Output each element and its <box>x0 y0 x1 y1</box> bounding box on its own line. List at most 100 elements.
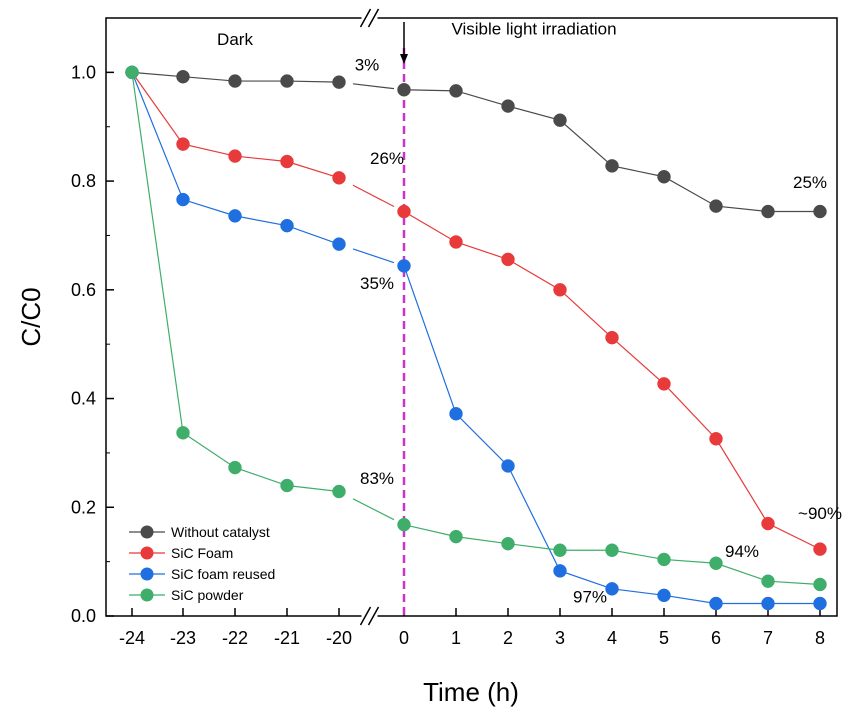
series-point-sic-powder <box>228 460 242 475</box>
x-tick-label: 4 <box>607 628 617 648</box>
series-point-sic-powder <box>605 543 619 557</box>
series-point-sic-powder <box>709 556 723 571</box>
series-point-without-catalyst <box>501 99 515 113</box>
series-point-sic-foam <box>657 377 671 391</box>
series-point-sic-foam <box>332 171 346 185</box>
series-point-sic-foam-reused <box>280 218 294 233</box>
series-point-sic-powder <box>761 574 775 588</box>
annotation-label: 35% <box>360 274 394 293</box>
series-point-sic-foam <box>709 432 723 446</box>
legend-label-sic-foam-reused: SiC foam reused <box>171 566 275 582</box>
legend-swatch-marker-sic-foam-reused <box>140 567 154 581</box>
series-point-sic-foam <box>176 137 190 151</box>
series-point-sic-foam-reused <box>657 588 671 603</box>
annotation-label: Visible light irradiation <box>451 19 616 38</box>
series-point-sic-powder <box>176 426 190 440</box>
series-point-sic-foam <box>813 542 827 556</box>
series-line-sic-powder <box>131 72 340 493</box>
series-point-without-catalyst <box>657 169 671 184</box>
series-connector-without-catalyst <box>352 83 395 90</box>
annotation-label: 3% <box>355 55 380 74</box>
y-tick-label: 0.8 <box>71 171 96 191</box>
axis-break-mark <box>367 8 380 28</box>
series-line-sic-foam <box>403 211 821 550</box>
x-tick-label: -20 <box>326 628 352 648</box>
series-point-sic-foam-reused <box>761 596 775 611</box>
series-line-without-catalyst <box>403 89 820 213</box>
axis-break-mark <box>359 606 372 626</box>
series-point-sic-powder <box>449 529 463 544</box>
plot-frame <box>105 17 838 617</box>
series-point-without-catalyst <box>813 204 827 219</box>
series-point-sic-foam-reused <box>553 564 567 578</box>
series-point-without-catalyst <box>332 75 346 89</box>
series-point-without-catalyst <box>709 199 723 213</box>
series-point-sic-powder <box>657 552 671 567</box>
series-point-sic-foam-reused <box>332 237 346 251</box>
series-point-sic-foam-reused <box>813 596 827 611</box>
series-point-sic-foam-reused <box>605 582 619 596</box>
legend-swatch-marker-without-catalyst <box>140 525 154 539</box>
series-point-sic-powder <box>280 478 294 493</box>
x-tick-label: -21 <box>274 628 300 648</box>
annotation-label: 25% <box>793 173 827 192</box>
series-point-sic-foam-reused <box>397 259 411 273</box>
series-point-sic-foam <box>449 235 463 249</box>
annotation-label: 26% <box>370 149 404 168</box>
series-point-without-catalyst <box>605 159 619 173</box>
legend-label-without-catalyst: Without catalyst <box>171 524 270 540</box>
axis-break-gap <box>361 608 378 624</box>
x-tick-label: -24 <box>119 628 145 648</box>
annotation-label: 97% <box>573 587 607 606</box>
legend-swatch-marker-sic-foam <box>140 546 154 560</box>
x-tick-label: 6 <box>711 628 721 648</box>
series-point-sic-foam-reused <box>709 596 723 611</box>
y-tick-label: 0.0 <box>71 606 96 626</box>
annotation-label: ~90% <box>798 504 842 523</box>
series-point-sic-powder <box>501 536 515 551</box>
series-point-sic-foam <box>397 204 411 219</box>
series-point-without-catalyst <box>553 113 567 127</box>
series-point-sic-powder <box>332 484 346 499</box>
x-tick-label: 3 <box>555 628 565 648</box>
legend-swatch-marker-sic-powder <box>140 588 154 602</box>
x-tick-label: -22 <box>222 628 248 648</box>
axis-break-gap <box>361 10 378 26</box>
series-point-sic-foam-reused <box>176 192 190 207</box>
y-tick-label: 0.6 <box>71 280 96 300</box>
series-connector-sic-foam-reused <box>352 248 395 264</box>
series-point-sic-powder <box>813 577 827 592</box>
axis-break-mark <box>359 8 372 28</box>
annotation-label: Dark <box>217 30 253 49</box>
irradiation-arrow-head <box>400 54 408 64</box>
series-point-sic-foam <box>501 252 515 267</box>
annotation-label: 83% <box>360 469 394 488</box>
x-tick-label: 0 <box>399 628 409 648</box>
legend-label-sic-powder: SiC powder <box>171 587 244 603</box>
series-point-sic-foam <box>605 330 619 345</box>
series-point-sic-powder <box>553 543 567 557</box>
x-tick-label: 7 <box>763 628 773 648</box>
series-point-without-catalyst <box>397 83 411 97</box>
series-point-sic-foam <box>761 516 775 531</box>
x-tick-label: 5 <box>659 628 669 648</box>
y-tick-label: 1.0 <box>71 62 96 82</box>
x-axis-title: Time (h) <box>423 677 519 707</box>
y-tick-label: 0.2 <box>71 497 96 517</box>
series-point-without-catalyst <box>449 84 463 98</box>
series-point-sic-foam-reused <box>501 459 515 473</box>
series-point-without-catalyst <box>761 204 775 219</box>
series-connector-sic-foam <box>352 184 395 208</box>
series-point-sic-foam <box>228 149 242 163</box>
y-axis-title: C/C0 <box>16 287 46 346</box>
series-point-sic-foam-reused <box>449 407 463 421</box>
series-connector-sic-powder <box>352 498 395 521</box>
axis-break-mark <box>367 606 380 626</box>
x-tick-label: -23 <box>170 628 196 648</box>
legend-label-sic-foam: SiC Foam <box>171 545 233 561</box>
series-point-without-catalyst <box>280 74 294 88</box>
series-point-sic-powder <box>397 517 411 532</box>
series-point-sic-foam <box>553 283 567 297</box>
x-tick-label: 1 <box>451 628 461 648</box>
